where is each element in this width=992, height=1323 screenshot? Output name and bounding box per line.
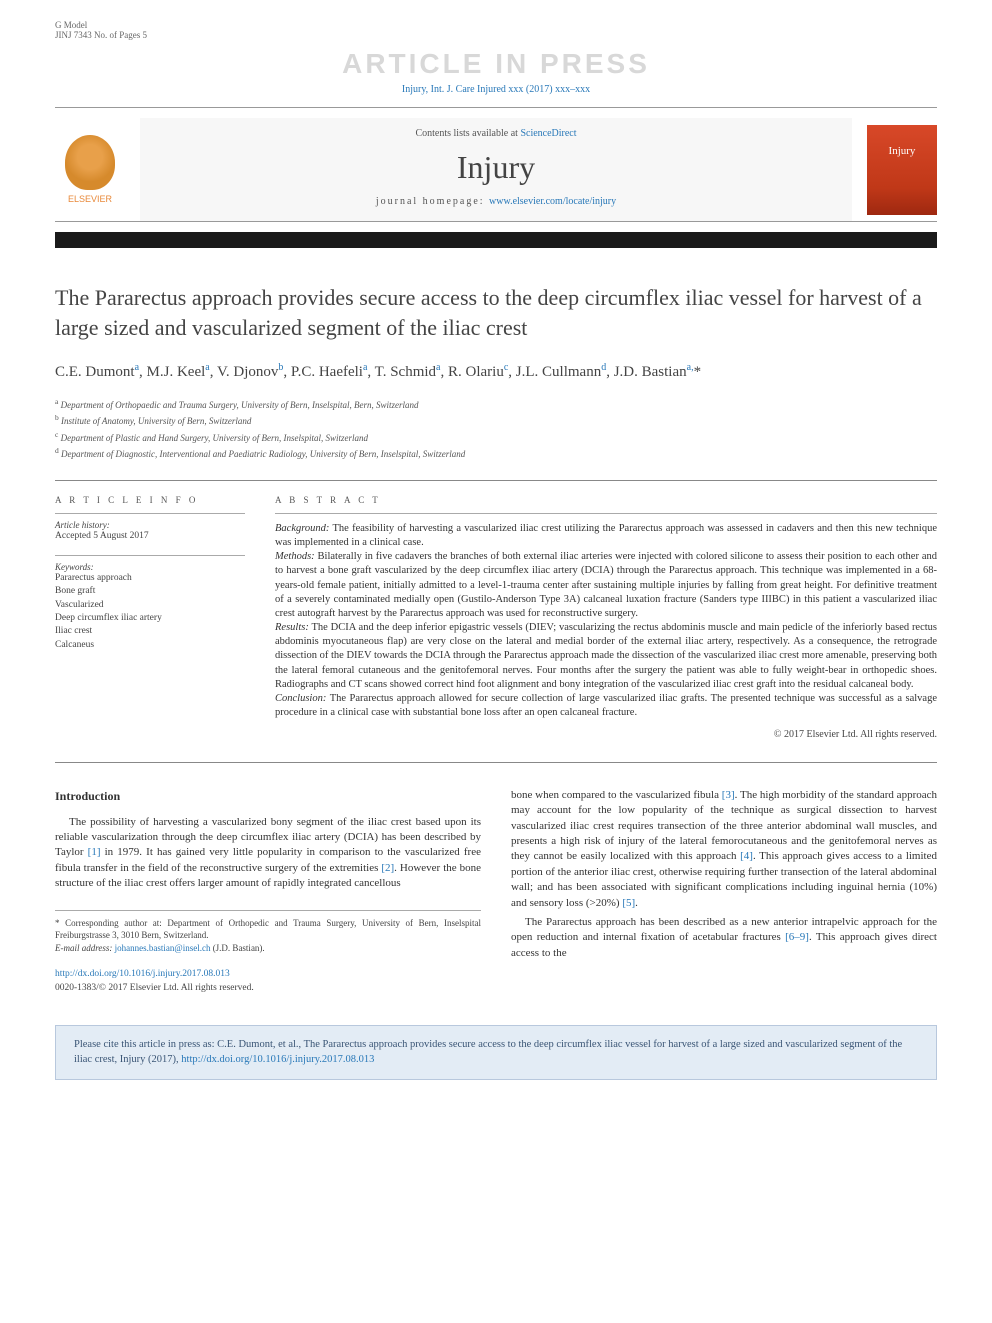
cover-label: Injury <box>889 145 916 157</box>
watermark-banner: ARTICLE IN PRESS <box>55 48 937 80</box>
ref-3-link[interactable]: [3] <box>722 789 735 801</box>
citation-top: Injury, Int. J. Care Injured xxx (2017) … <box>55 84 937 95</box>
abstract-head: A B S T R A C T <box>275 495 937 505</box>
cite-box: Please cite this article in press as: C.… <box>55 1025 937 1080</box>
section-rule-2 <box>55 762 937 763</box>
email-label: E-mail address: <box>55 943 115 953</box>
intro-para-2: bone when compared to the vascularized f… <box>511 788 937 911</box>
article-page: G Model JINJ 7343 No. of Pages 5 ARTICLE… <box>0 0 992 1323</box>
history-text: Accepted 5 August 2017 <box>55 530 245 543</box>
contents-line: Contents lists available at ScienceDirec… <box>160 128 832 139</box>
doi-link[interactable]: http://dx.doi.org/10.1016/j.injury.2017.… <box>55 969 230 979</box>
history-label: Article history: <box>55 520 245 530</box>
sciencedirect-link[interactable]: ScienceDirect <box>520 128 576 139</box>
intro-heading: Introduction <box>55 788 481 805</box>
p2a: bone when compared to the vascularized f… <box>511 789 722 801</box>
keywords-block: Keywords: Pararectus approachBone graftV… <box>55 555 245 652</box>
abstract-body: Background: The feasibility of harvestin… <box>275 513 937 742</box>
citebox-doi-link[interactable]: http://dx.doi.org/10.1016/j.injury.2017.… <box>181 1054 374 1065</box>
masthead-center: Contents lists available at ScienceDirec… <box>140 118 852 221</box>
ref-2-link[interactable]: [2] <box>381 862 394 874</box>
journal-name: Injury <box>160 149 832 186</box>
abstract-copyright: © 2017 Elsevier Ltd. All rights reserved… <box>275 728 937 742</box>
email-line: E-mail address: johannes.bastian@insel.c… <box>55 942 481 955</box>
doi-block: http://dx.doi.org/10.1016/j.injury.2017.… <box>55 968 481 995</box>
corr-text: * Corresponding author at: Department of… <box>55 917 481 942</box>
ref-1-link[interactable]: [1] <box>88 846 101 858</box>
elsevier-wordmark: ELSEVIER <box>68 194 112 204</box>
intro-para-1: The possibility of harvesting a vascular… <box>55 815 481 892</box>
issn-line: 0020-1383/© 2017 Elsevier Ltd. All right… <box>55 983 254 993</box>
results-label: Results: <box>275 622 309 633</box>
elsevier-tree-icon <box>65 135 115 190</box>
homepage-prefix: journal homepage: <box>376 196 489 207</box>
info-abstract-row: A R T I C L E I N F O Article history: A… <box>55 495 937 742</box>
abstract-col: A B S T R A C T Background: The feasibil… <box>275 495 937 742</box>
affiliations: a Department of Orthopaedic and Trauma S… <box>55 396 937 462</box>
black-divider-bar <box>55 232 937 248</box>
article-info-head: A R T I C L E I N F O <box>55 495 245 505</box>
email-link[interactable]: johannes.bastian@insel.ch <box>115 943 211 953</box>
keywords-label: Keywords: <box>55 562 245 572</box>
article-title: The Pararectus approach provides secure … <box>55 283 937 342</box>
conclusion-label: Conclusion: <box>275 693 326 704</box>
p2d: . <box>635 897 638 909</box>
email-suffix: (J.D. Bastian). <box>210 943 264 953</box>
author-list: C.E. Dumonta, M.J. Keela, V. Djonovb, P.… <box>55 360 937 384</box>
homepage-link[interactable]: www.elsevier.com/locate/injury <box>489 196 616 207</box>
g-model-label: G Model <box>55 20 87 30</box>
bg-text: The feasibility of harvesting a vascular… <box>275 523 937 548</box>
bg-label: Background: <box>275 523 329 534</box>
masthead: ELSEVIER Contents lists available at Sci… <box>55 107 937 222</box>
methods-label: Methods: <box>275 551 315 562</box>
history-block: Article history: Accepted 5 August 2017 <box>55 513 245 543</box>
article-info-col: A R T I C L E I N F O Article history: A… <box>55 495 245 742</box>
section-rule <box>55 480 937 481</box>
keywords-list: Pararectus approachBone graftVascularize… <box>55 572 245 652</box>
body-columns: Introduction The possibility of harvesti… <box>55 788 937 995</box>
ref-5-link[interactable]: [5] <box>622 897 635 909</box>
contents-prefix: Contents lists available at <box>415 128 520 139</box>
jinj-label: JINJ 7343 No. of Pages 5 <box>55 30 147 40</box>
header-meta: G Model JINJ 7343 No. of Pages 5 <box>55 20 937 40</box>
methods-text: Bilaterally in five cadavers the branche… <box>275 551 937 619</box>
ref-6-9-link[interactable]: [6–9] <box>785 931 809 943</box>
intro-para-3: The Pararectus approach has been describ… <box>511 915 937 961</box>
elsevier-logo: ELSEVIER <box>55 127 125 212</box>
conclusion-text: The Pararectus approach allowed for secu… <box>275 693 937 718</box>
body-col-left: Introduction The possibility of harvesti… <box>55 788 481 995</box>
journal-cover-thumb: Injury <box>867 125 937 215</box>
corresponding-footnote: * Corresponding author at: Department of… <box>55 910 481 955</box>
body-col-right: bone when compared to the vascularized f… <box>511 788 937 995</box>
ref-4-link[interactable]: [4] <box>740 850 753 862</box>
results-text: The DCIA and the deep inferior epigastri… <box>275 622 937 690</box>
homepage-line: journal homepage: www.elsevier.com/locat… <box>160 196 832 207</box>
